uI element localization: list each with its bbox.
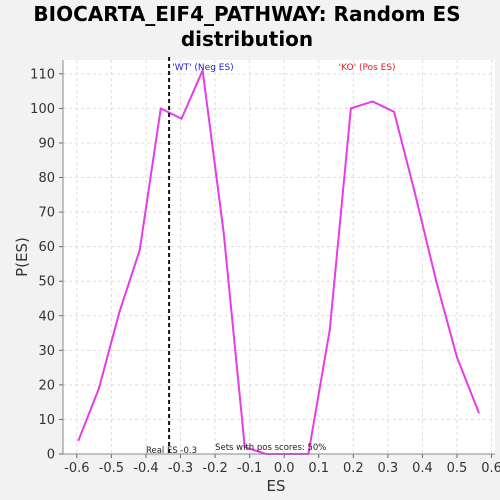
y-tick-label: 110 bbox=[30, 67, 55, 82]
y-tick-label: 60 bbox=[38, 240, 55, 255]
data-point bbox=[455, 356, 458, 359]
real-es-label: Real ES -0.3 bbox=[146, 446, 197, 456]
y-axis-title: P(ES) bbox=[13, 237, 31, 277]
x-tick-label: 0.4 bbox=[412, 461, 433, 476]
axes: -0.6 -0.5 -0.4 -0.3 -0.2 -0.1 0.0 0.1 0.2 0.3 0.4 0… bbox=[30, 60, 500, 476]
data-point bbox=[118, 311, 121, 314]
x-axis-title: ES bbox=[267, 477, 286, 495]
x-tick-label: 0.1 bbox=[308, 461, 329, 476]
chart-title-line-1: BIOCARTA_EIF4_PATHWAY: Random ES bbox=[33, 2, 460, 26]
data-point bbox=[371, 100, 374, 103]
data-point bbox=[222, 231, 225, 234]
pos-scores-label: Sets with pos scores: 50% bbox=[215, 443, 326, 453]
y-tick-label: 50 bbox=[38, 275, 55, 290]
data-point bbox=[243, 446, 246, 449]
x-tick-label: -0.5 bbox=[99, 461, 124, 476]
data-point bbox=[477, 411, 480, 414]
y-tick-label: 0 bbox=[47, 448, 55, 463]
x-tick-label: -0.1 bbox=[237, 461, 262, 476]
y-tick-label: 70 bbox=[38, 206, 55, 221]
y-tick-label: 90 bbox=[38, 136, 55, 151]
grid bbox=[63, 60, 495, 455]
ko-label: 'KO' (Pos ES) bbox=[339, 63, 396, 73]
x-tick-label: -0.3 bbox=[168, 461, 193, 476]
wt-label: 'WT' (Neg ES) bbox=[172, 63, 233, 73]
y-tick-label: 30 bbox=[38, 344, 55, 359]
x-tick-label: -0.4 bbox=[133, 461, 158, 476]
data-point bbox=[138, 249, 141, 252]
data-point bbox=[201, 69, 204, 72]
y-tick-label: 20 bbox=[38, 378, 55, 393]
data-point bbox=[159, 107, 162, 110]
x-tick-label: -0.2 bbox=[202, 461, 227, 476]
x-tick-label: 0.2 bbox=[343, 461, 364, 476]
data-point bbox=[77, 439, 80, 442]
chart-title-line-2: distribution bbox=[181, 27, 313, 51]
x-tick-label: 0.6 bbox=[481, 461, 500, 476]
x-tick-label: 0.3 bbox=[378, 461, 399, 476]
data-point bbox=[413, 190, 416, 193]
x-tick-label: -0.6 bbox=[64, 461, 89, 476]
y-tick-label: 80 bbox=[38, 171, 55, 186]
data-point bbox=[393, 110, 396, 113]
plot-area bbox=[63, 60, 495, 454]
y-tick-label: 40 bbox=[38, 309, 55, 324]
data-point bbox=[328, 328, 331, 331]
data-point bbox=[180, 117, 183, 120]
x-tick-label: 0.0 bbox=[274, 461, 295, 476]
data-point bbox=[435, 280, 438, 283]
x-tick-label: 0.5 bbox=[447, 461, 468, 476]
data-point bbox=[97, 387, 100, 390]
data-point bbox=[349, 107, 352, 110]
y-tick-label: 10 bbox=[38, 413, 55, 428]
y-tick-label: 100 bbox=[30, 102, 55, 117]
